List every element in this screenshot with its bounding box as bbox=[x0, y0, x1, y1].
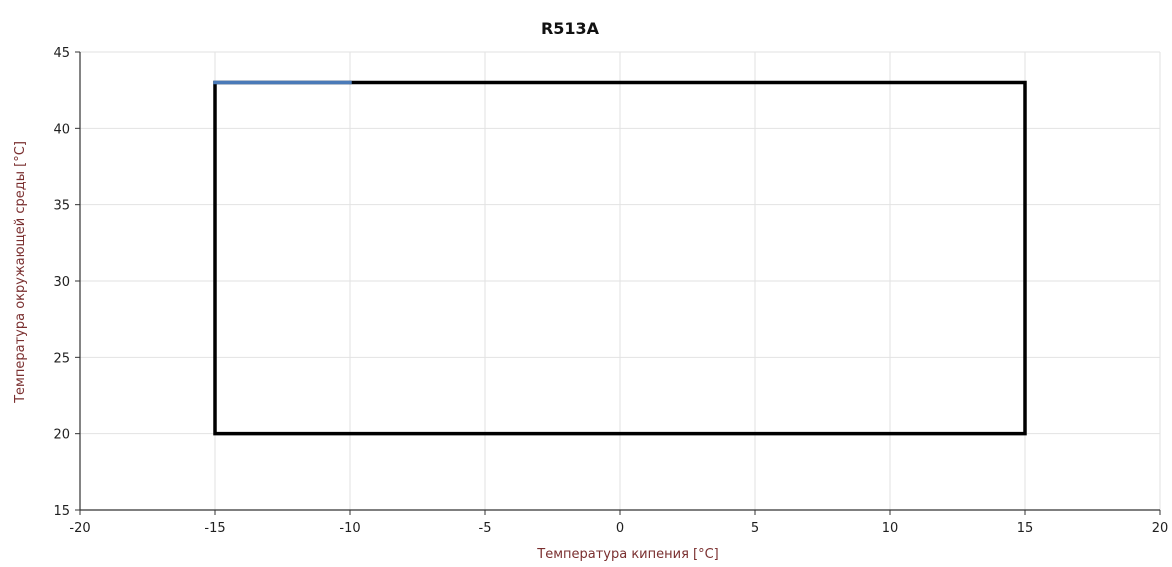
chart-title: R513A bbox=[541, 19, 600, 38]
y-tick-label-4: 35 bbox=[53, 199, 70, 214]
x-tick-label-5: 5 bbox=[751, 521, 759, 536]
series-lines bbox=[213, 80, 1027, 436]
series-line-0 bbox=[213, 80, 1027, 436]
x-tick-label-4: 0 bbox=[616, 521, 624, 536]
grid-lines bbox=[79, 51, 1161, 511]
x-tick-label-2: -10 bbox=[339, 521, 360, 536]
tick-labels: -20 -15 -10 -5 0 5 10 15 20 15 20 25 30 35 40 45 bbox=[53, 46, 1168, 536]
y-tick-label-6: 45 bbox=[53, 46, 70, 61]
y-tick-label-2: 25 bbox=[53, 351, 70, 366]
x-tick-label-0: -20 bbox=[69, 521, 90, 536]
y-axis-label: Температура окружающей среды [°C] bbox=[13, 141, 28, 404]
y-tick-label-1: 20 bbox=[53, 428, 70, 443]
x-axis-label: Температура кипения [°C] bbox=[536, 547, 719, 562]
x-tick-label-3: -5 bbox=[479, 521, 492, 536]
y-tick-label-0: 15 bbox=[53, 504, 70, 519]
x-tick-label-1: -15 bbox=[204, 521, 225, 536]
y-tick-label-5: 40 bbox=[53, 122, 70, 137]
x-tick-label-8: 20 bbox=[1152, 521, 1169, 536]
axes bbox=[75, 51, 1161, 515]
x-tick-label-7: 15 bbox=[1017, 521, 1034, 536]
x-tick-label-6: 10 bbox=[882, 521, 899, 536]
y-tick-label-3: 30 bbox=[53, 275, 70, 290]
